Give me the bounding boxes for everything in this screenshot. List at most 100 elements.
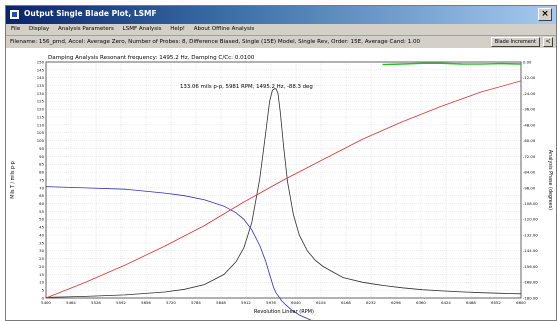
y-tick-label: 5 bbox=[42, 288, 45, 293]
y-tick-label: 90 bbox=[39, 154, 44, 159]
menu-analysis-parameters[interactable]: Analysis Parameters bbox=[58, 26, 114, 32]
y2-tick-label: -156.00 bbox=[523, 264, 538, 269]
reference-line bbox=[382, 62, 522, 66]
y-tick-label: 45 bbox=[39, 225, 44, 230]
x-axis-ticks: 5400 5464 5528 5592 5656 5720 5784 5848 5912 5976… bbox=[41, 300, 526, 305]
y2-tick-label: -132.00 bbox=[523, 232, 538, 237]
x-tick-label: 5912 bbox=[241, 300, 251, 305]
x-tick-label: 6552 bbox=[491, 300, 501, 305]
y-tick-label: 75 bbox=[39, 177, 44, 182]
scroll-left-button[interactable]: < bbox=[543, 37, 553, 47]
y-tick-label: 35 bbox=[39, 240, 44, 245]
y2-tick-label: -144.00 bbox=[523, 248, 538, 253]
response-magnitude-line bbox=[45, 88, 522, 298]
y-tick-label: 65 bbox=[39, 193, 44, 198]
y2-tick-label: -180.00 bbox=[523, 295, 538, 300]
y-tick-label: 150 bbox=[37, 59, 45, 64]
x-tick-label: 6424 bbox=[441, 300, 451, 305]
y2-tick-label: -48.00 bbox=[523, 122, 536, 127]
x-tick-label: 6600 bbox=[516, 300, 526, 305]
y-tick-label: 80 bbox=[39, 170, 44, 175]
x-tick-label: 5592 bbox=[116, 300, 126, 305]
resonance-chart: 1501451401351301251201151101051009590858… bbox=[6, 48, 556, 320]
x-tick-label: 5400 bbox=[41, 300, 51, 305]
y2-tick-label: -60.00 bbox=[523, 138, 536, 143]
menu-file[interactable]: File bbox=[11, 26, 21, 32]
y-tick-label: 130 bbox=[37, 91, 45, 96]
y-tick-label: 40 bbox=[39, 232, 44, 237]
x-tick-label: 6104 bbox=[316, 300, 326, 305]
x-tick-label: 6168 bbox=[341, 300, 351, 305]
x-tick-label: 6232 bbox=[366, 300, 376, 305]
y-tick-label: 135 bbox=[37, 83, 45, 88]
menu-about[interactable]: About Offline Analysis bbox=[193, 26, 255, 32]
y-tick-label: 15 bbox=[39, 272, 44, 277]
x-tick-label: 5656 bbox=[141, 300, 151, 305]
close-button[interactable]: × bbox=[538, 8, 552, 21]
app-icon bbox=[9, 9, 20, 20]
y2-tick-label: -120.00 bbox=[523, 217, 538, 222]
menu-lsmf-analysis[interactable]: LSMF Analysis bbox=[122, 26, 162, 32]
y2-axis-ticks: 0.00 -12.00 -24.00 -36.00 -48.00 -60.00 -72.00… bbox=[523, 59, 538, 300]
x-tick-label: 6360 bbox=[416, 300, 426, 305]
y-tick-label: 30 bbox=[39, 248, 44, 253]
y-tick-label: 115 bbox=[37, 114, 45, 119]
x-tick-label: 5720 bbox=[166, 300, 176, 305]
y-tick-label: 50 bbox=[39, 217, 44, 222]
x-tick-label: 5528 bbox=[91, 300, 101, 305]
file-info-text: Filename: 156_pmd, Accel: Average Zero, … bbox=[10, 39, 421, 45]
y2-tick-label: -24.00 bbox=[523, 91, 536, 96]
y-tick-label: 95 bbox=[39, 146, 44, 151]
menu-help[interactable]: Help! bbox=[170, 26, 186, 32]
x-tick-label: 5464 bbox=[66, 300, 76, 305]
y-tick-label: 20 bbox=[39, 264, 44, 269]
y2-tick-label: -96.00 bbox=[523, 185, 536, 190]
plot-header: Damping Analysis Resonant frequency: 149… bbox=[48, 55, 255, 61]
chart-series bbox=[45, 62, 522, 320]
y-tick-label: 25 bbox=[39, 256, 44, 261]
y-tick-label: 105 bbox=[37, 130, 45, 135]
x-tick-label: 5784 bbox=[191, 300, 201, 305]
x-axis-label: Revolution Linear (RPM) bbox=[254, 309, 314, 315]
peak-annotation: 133.06 mils p-p, 5981 RPM, 1495.2 Hz, -8… bbox=[180, 84, 313, 90]
y-tick-label: 55 bbox=[39, 209, 44, 214]
y-tick-label: 100 bbox=[37, 138, 45, 143]
app-window: Output Single Blade Plot, LSMF × File Di… bbox=[5, 5, 557, 321]
y-tick-label: 120 bbox=[37, 107, 45, 112]
y2-tick-label: 0.00 bbox=[523, 59, 532, 64]
y-tick-label: 110 bbox=[37, 122, 45, 127]
x-tick-label: 5976 bbox=[266, 300, 276, 305]
title-bar[interactable]: Output Single Blade Plot, LSMF × bbox=[6, 6, 556, 24]
x-tick-label: 6488 bbox=[466, 300, 476, 305]
y-tick-label: 140 bbox=[37, 75, 45, 80]
info-bar: Filename: 156_pmd, Accel: Average Zero, … bbox=[6, 35, 556, 48]
x-tick-label: 5848 bbox=[216, 300, 226, 305]
y-tick-label: 85 bbox=[39, 162, 44, 167]
chart-grid bbox=[45, 61, 522, 299]
blade-increment-button[interactable]: Blade Increment bbox=[490, 37, 540, 47]
y-axis-label: Mils T / mils p-p bbox=[10, 161, 16, 199]
plot-area: 150 145 140 135 130 125 120 115 110 105 100 95 90 85 8… bbox=[6, 48, 556, 320]
y2-tick-label: -72.00 bbox=[523, 154, 536, 159]
menu-bar: File Display Analysis Parameters LSMF An… bbox=[6, 24, 556, 35]
phase-line bbox=[45, 186, 312, 320]
x-tick-label: 6040 bbox=[291, 300, 301, 305]
y2-tick-label: -36.00 bbox=[523, 107, 536, 112]
y2-tick-label: -168.00 bbox=[523, 280, 538, 285]
y-tick-label: 70 bbox=[39, 185, 44, 190]
y-axis-ticks: 1501451401351301251201151101051009590858… bbox=[37, 59, 45, 300]
plot-frame bbox=[45, 61, 522, 299]
y2-tick-label: -12.00 bbox=[523, 75, 536, 80]
y-tick-label: 10 bbox=[39, 280, 44, 285]
y2-tick-label: -84.00 bbox=[523, 170, 536, 175]
y2-axis-label: Analysis Phase (degrees) bbox=[547, 150, 553, 210]
fit-curve-line bbox=[45, 80, 522, 299]
y-tick-label: 0 bbox=[42, 295, 45, 300]
y-tick-label: 60 bbox=[39, 201, 44, 206]
y-tick-label: 145 bbox=[37, 67, 45, 72]
menu-display[interactable]: Display bbox=[28, 26, 50, 32]
x-tick-label: 6296 bbox=[391, 300, 401, 305]
y-tick-label: 125 bbox=[37, 99, 45, 104]
y2-tick-label: -108.00 bbox=[523, 201, 538, 206]
window-title: Output Single Blade Plot, LSMF bbox=[24, 9, 157, 18]
